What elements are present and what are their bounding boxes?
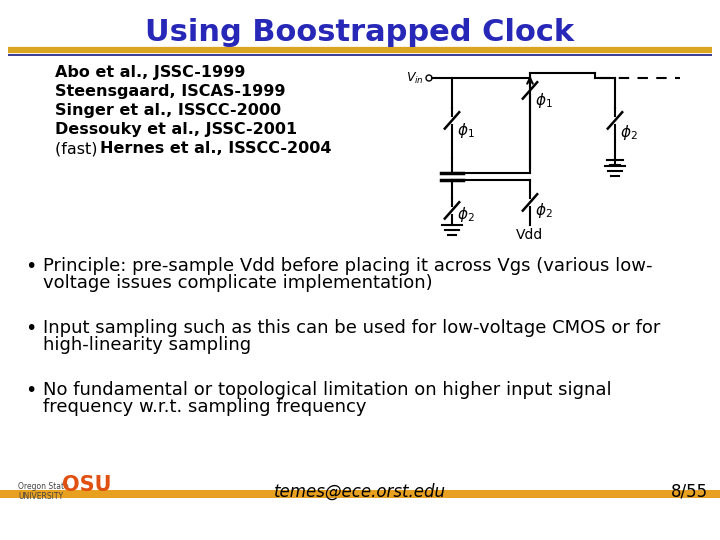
- Text: (fast): (fast): [55, 141, 103, 156]
- Text: Using Boostrapped Clock: Using Boostrapped Clock: [145, 18, 575, 47]
- Text: frequency w.r.t. sampling frequency: frequency w.r.t. sampling frequency: [43, 398, 366, 416]
- Text: $\phi_2$: $\phi_2$: [535, 201, 553, 220]
- Text: $\phi_1$: $\phi_1$: [535, 91, 553, 110]
- Text: No fundamental or topological limitation on higher input signal: No fundamental or topological limitation…: [43, 381, 611, 399]
- Text: $V_{in}$: $V_{in}$: [406, 70, 424, 85]
- Text: •: •: [25, 257, 37, 276]
- Text: Principle: pre-sample Vdd before placing it across Vgs (various low-: Principle: pre-sample Vdd before placing…: [43, 257, 652, 275]
- Text: $\phi_1$: $\phi_1$: [457, 120, 474, 139]
- Text: Hernes et al., ISSCC-2004: Hernes et al., ISSCC-2004: [100, 141, 331, 156]
- Text: OSU: OSU: [62, 475, 112, 495]
- Text: voltage issues complicate implementation): voltage issues complicate implementation…: [43, 274, 433, 292]
- Text: •: •: [25, 381, 37, 400]
- Text: Dessouky et al., JSSC-2001: Dessouky et al., JSSC-2001: [55, 122, 297, 137]
- Text: $\phi_2$: $\phi_2$: [457, 206, 474, 225]
- Text: high-linearity sampling: high-linearity sampling: [43, 336, 251, 354]
- Text: 8/55: 8/55: [671, 483, 708, 501]
- Text: Abo et al., JSSC-1999: Abo et al., JSSC-1999: [55, 65, 246, 80]
- Text: Steensgaard, ISCAS-1999: Steensgaard, ISCAS-1999: [55, 84, 286, 99]
- Text: Singer et al., ISSCC-2000: Singer et al., ISSCC-2000: [55, 103, 281, 118]
- Text: Vdd: Vdd: [516, 228, 544, 242]
- Bar: [0, 490, 720, 498]
- Text: temes@ece.orst.edu: temes@ece.orst.edu: [274, 483, 446, 501]
- Text: $\phi_2$: $\phi_2$: [620, 124, 638, 143]
- Text: •: •: [25, 319, 37, 338]
- Text: Input sampling such as this can be used for low-voltage CMOS or for: Input sampling such as this can be used …: [43, 319, 660, 337]
- Text: Oregon State
UNIVERSITY: Oregon State UNIVERSITY: [18, 482, 68, 501]
